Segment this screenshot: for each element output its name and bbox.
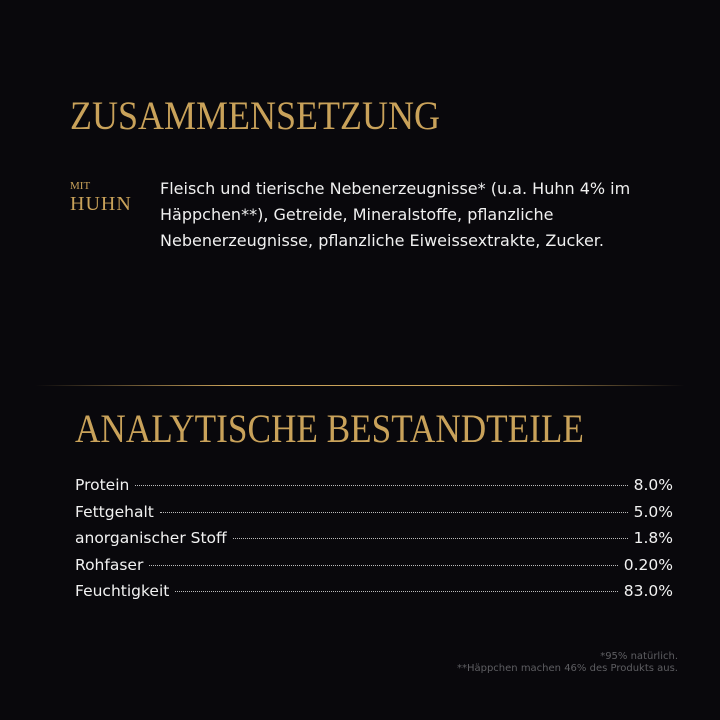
analysis-title: ANALYTISCHE BESTANDTEILE <box>75 406 584 451</box>
analysis-row: Feuchtigkeit 83.0% <box>75 582 673 609</box>
row-name: Protein <box>75 476 130 494</box>
leader-dots <box>135 485 628 486</box>
row-value: 1.8% <box>633 529 673 547</box>
footnote: *95% natürlich. <box>600 651 678 662</box>
analysis-table: Protein 8.0% Fettgehalt 5.0% anorganischer… <box>75 476 673 609</box>
footnote: **Häppchen machen 46% des Produkts aus. <box>456 663 678 674</box>
flavor-label-small: MIT <box>70 180 91 192</box>
footnotes: *95% natürlich. **Häppchen machen 46% de… <box>457 651 678 675</box>
leader-dots <box>149 564 618 566</box>
analysis-row: Fettgehalt 5.0% <box>75 503 673 530</box>
analysis-row: Rohfaser 0.20% <box>75 556 673 583</box>
row-value: 8.0% <box>633 476 673 494</box>
row-name: Rohfaser <box>75 555 144 574</box>
leader-dots <box>232 538 628 539</box>
composition-title: ZUSAMMENSETZUNG <box>70 93 441 138</box>
row-name: Fettgehalt <box>75 502 154 521</box>
row-value: 0.20% <box>623 555 673 574</box>
divider <box>35 385 685 386</box>
leader-dots <box>159 511 628 513</box>
row-value: 5.0% <box>633 502 673 521</box>
analysis-row: anorganischer Stoff 1.8% <box>75 529 673 556</box>
composition-text: Fleisch und tierische Nebenerzeugnisse* … <box>160 179 631 250</box>
row-value: 83.0% <box>623 582 673 600</box>
leader-dots <box>175 591 618 592</box>
row-name: anorganischer Stoff <box>75 529 227 547</box>
row-name: Feuchtigkeit <box>75 582 170 600</box>
flavor-label: HUHN <box>70 193 132 215</box>
analysis-row: Protein 8.0% <box>75 476 673 503</box>
